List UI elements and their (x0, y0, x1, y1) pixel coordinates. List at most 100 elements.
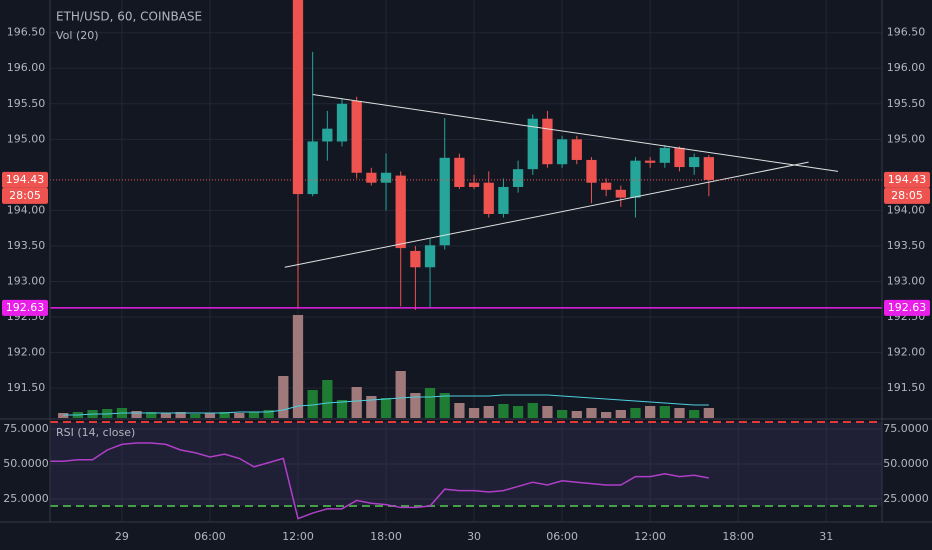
y-tick-label: 196.50 (7, 26, 46, 39)
candle-body (454, 157, 465, 187)
volume-bar (703, 408, 714, 418)
candle-body (410, 250, 421, 268)
volume-bar (292, 315, 304, 418)
y-tick-label: 192.00 (887, 346, 926, 359)
countdown-label: 28:05 (891, 189, 923, 202)
volume-bar (263, 410, 274, 418)
chart-title: ETH/USD, 60, COINBASE (56, 10, 202, 24)
y-tick-label: 25.0000 (3, 492, 49, 505)
volume-bar (512, 406, 524, 418)
main-pane (50, 0, 882, 418)
y-tick-label: 194.00 (7, 203, 46, 216)
candle-body (689, 157, 700, 168)
volume-bar (278, 376, 289, 418)
volume-bar (586, 408, 597, 418)
volume-bar (556, 410, 568, 418)
candle-body (630, 160, 641, 198)
volume-bar (234, 413, 245, 418)
x-tick-label: 12:00 (282, 530, 314, 543)
volume-bar (131, 411, 142, 418)
volume-bar (527, 403, 538, 418)
price-tag (884, 171, 930, 188)
x-tick-label: 18:00 (370, 530, 402, 543)
candle-body (674, 147, 685, 168)
x-tick-label: 06:00 (194, 530, 226, 543)
candle-body (483, 182, 494, 214)
y-tick-label: 75.0000 (883, 422, 929, 435)
y-tick-label: 191.50 (7, 381, 46, 394)
candle-body (527, 118, 538, 170)
volume-bar (322, 380, 333, 418)
countdown-tag (884, 187, 930, 204)
candle-body (703, 157, 714, 180)
candle-body (586, 159, 597, 183)
candle-body (366, 172, 377, 183)
candle-body (615, 189, 626, 198)
volume-bar (674, 408, 685, 418)
volume-bar (219, 412, 230, 418)
x-tick-label: 06:00 (546, 530, 578, 543)
volume-bar (160, 413, 172, 418)
candle-body (498, 186, 509, 214)
y-tick-label: 50.0000 (3, 457, 49, 470)
candle-body (659, 147, 670, 163)
volume-bar (175, 412, 186, 418)
volume-bar (307, 390, 318, 418)
volume-bar (498, 404, 509, 418)
candle-body (395, 175, 406, 249)
trendline (312, 94, 839, 172)
candle-body (512, 169, 524, 187)
volume-bar (351, 387, 362, 418)
y-tick-label: 25.0000 (883, 492, 929, 505)
candle-body (292, 0, 304, 195)
candle-body (645, 160, 656, 163)
candle-body (307, 141, 318, 195)
price-tag-label: 192.63 (6, 301, 45, 314)
price-tag-label: 194.43 (888, 173, 927, 186)
candle-body (351, 100, 362, 173)
tags: 192.63 192.63 194.43 28:05 194.43 28:05 (2, 171, 930, 316)
trendline (284, 161, 809, 268)
volume-bar (542, 406, 553, 418)
countdown-tag (2, 187, 48, 204)
x-tick-label: 29 (115, 530, 129, 543)
x-tick-label: 30 (467, 530, 481, 543)
y-tick-label: 195.00 (887, 132, 926, 145)
rsi-band-fill (50, 421, 882, 507)
y-tick-label: 193.50 (7, 239, 46, 252)
volume-bar (248, 412, 260, 418)
volume-bar (571, 411, 582, 418)
volume-bar (146, 412, 157, 418)
y-tick-label: 195.50 (887, 97, 926, 110)
volume-bar (689, 410, 700, 418)
y-tick-label: 191.50 (887, 381, 926, 394)
y-tick-label: 195.50 (7, 97, 46, 110)
y-tick-label: 193.00 (887, 275, 926, 288)
volume-ma (63, 394, 709, 416)
price-tag (884, 299, 930, 316)
volume-bar (395, 371, 406, 418)
candle-body (556, 139, 568, 165)
volume-bar (410, 393, 421, 418)
candle-body (542, 118, 553, 165)
y-tick-label: 75.0000 (3, 422, 49, 435)
volume-bar (630, 408, 641, 418)
volume-bar (454, 403, 465, 418)
volume-bar (366, 396, 377, 418)
y-tick-label: 193.00 (7, 275, 46, 288)
volume-bar (659, 406, 670, 418)
rsi-line (50, 442, 709, 520)
volume-bar (645, 406, 656, 418)
y-tick-label: 196.50 (887, 26, 926, 39)
volume-bar (468, 408, 480, 418)
volume-bar (380, 398, 392, 418)
price-tag-label: 192.63 (888, 301, 927, 314)
x-tick-label: 18:00 (722, 530, 754, 543)
x-tick-label: 31 (819, 530, 833, 543)
candle-body (468, 182, 480, 187)
candle-body (439, 157, 450, 246)
rsi-label: RSI (14, close) (56, 426, 135, 439)
